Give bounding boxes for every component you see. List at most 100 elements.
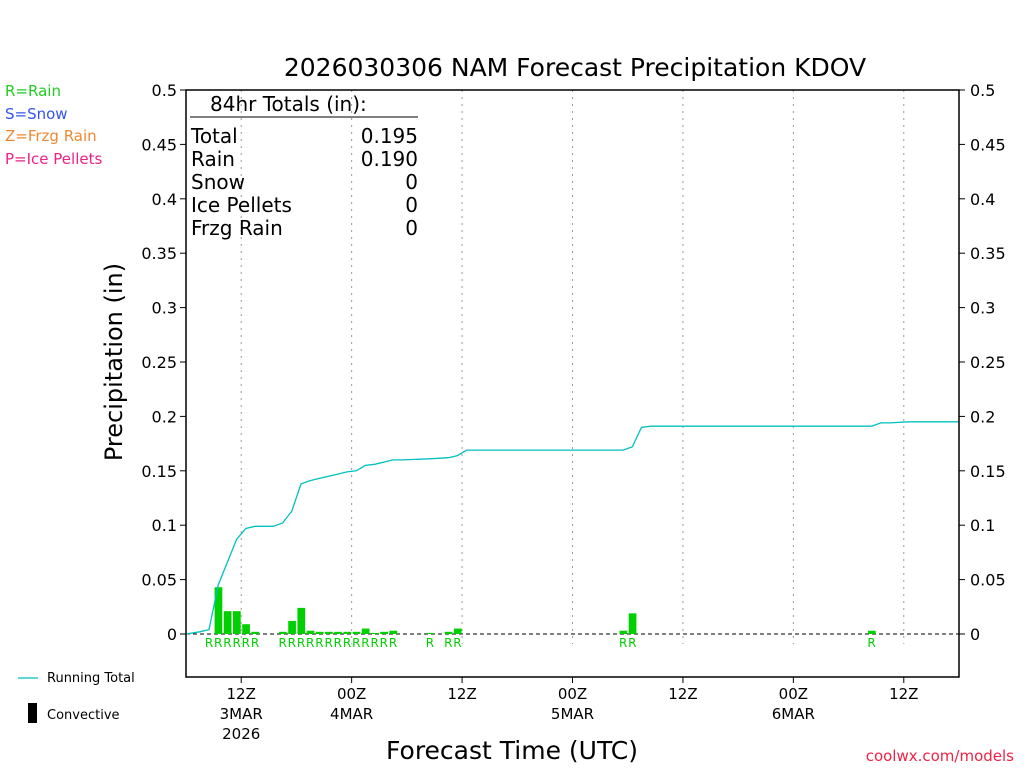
ptype-marker-13: R	[343, 636, 351, 650]
running-total-line	[185, 421, 959, 635]
ptype-marker-1: R	[214, 636, 222, 650]
ptype-marker-9: R	[306, 636, 314, 650]
y-tick-label-right-6: 0.3	[970, 299, 995, 318]
x-tick-date-5: 6MAR	[772, 705, 815, 723]
x-tick-label-4: 12Z	[668, 685, 697, 703]
y-tick-label-right-8: 0.4	[970, 190, 995, 209]
precip-bar-0	[214, 587, 223, 634]
x-tick-date-0: 3MAR	[220, 705, 263, 723]
totals-label-0: Total	[190, 124, 238, 148]
ptype-marker-2: R	[223, 636, 231, 650]
ptype-marker-24: R	[867, 636, 875, 650]
ptype-marker-0: R	[205, 636, 213, 650]
ptype-marker-21: R	[453, 636, 461, 650]
ptype-marker-11: R	[324, 636, 332, 650]
precip-bar-22	[628, 613, 637, 634]
credit-text: coolwx.com/models	[866, 747, 1014, 765]
x-tick-label-6: 12Z	[889, 685, 918, 703]
precip-bar-15	[371, 632, 379, 634]
y-tick-label-right-5: 0.25	[970, 353, 1006, 372]
totals-heading: 84hr Totals (in):	[210, 92, 367, 116]
convective-legend-swatch	[28, 703, 37, 723]
totals-label-1: Rain	[191, 147, 235, 171]
ptype-marker-19: R	[426, 636, 434, 650]
precip-bar-10	[325, 631, 333, 634]
x-axis-label: Forecast Time (UTC)	[386, 736, 638, 765]
precip-bar-14	[361, 628, 370, 634]
y-tick-label-left-8: 0.4	[152, 190, 177, 209]
precip-bar-1	[223, 611, 232, 634]
precip-bar-20	[453, 628, 462, 634]
precip-bar-21	[619, 630, 628, 634]
ptype-marker-16: R	[370, 636, 378, 650]
y-tick-label-right-3: 0.15	[970, 462, 1006, 481]
precip-bar-7	[297, 607, 306, 634]
y-axis-label: Precipitation (in)	[100, 263, 128, 461]
x-tick-label-5: 00Z	[779, 685, 808, 703]
precip-bar-11	[334, 631, 342, 634]
ptype-marker-7: R	[288, 636, 296, 650]
totals-value-3: 0	[405, 193, 418, 217]
y-tick-label-left-3: 0.15	[141, 462, 177, 481]
y-tick-label-right-7: 0.35	[970, 244, 1006, 263]
x-tick-date-1: 4MAR	[330, 705, 373, 723]
ptype-marker-17: R	[380, 636, 388, 650]
y-tick-label-left-1: 0.05	[141, 571, 177, 590]
convective-legend-label: Convective	[47, 708, 120, 723]
legend-ice-pellets: P=Ice Pellets	[5, 150, 102, 168]
precip-bar-13	[352, 631, 361, 634]
precip-bar-4	[251, 631, 260, 634]
precip-bar-17	[389, 630, 398, 634]
y-tick-label-left-2: 0.1	[152, 516, 177, 535]
totals-value-4: 0	[405, 216, 418, 240]
totals-box: 84hr Totals (in): Total 0.195 Rain 0.190 Snow…	[190, 92, 418, 240]
y-tick-label-left-10: 0.5	[152, 81, 177, 100]
y-tick-label-left-9: 0.45	[141, 135, 177, 154]
plot-area: R R R R R R R R R R R R R R R R R R R R R R R R R0 00.05 0.050.1 0.…	[141, 81, 1005, 743]
ptype-marker-4: R	[242, 636, 250, 650]
ptype-marker-14: R	[352, 636, 360, 650]
precip-bar-18	[426, 632, 434, 634]
precip-bar-23	[867, 630, 876, 634]
totals-label-2: Snow	[191, 170, 245, 194]
x-tick-date-3: 5MAR	[551, 705, 594, 723]
ptype-marker-10: R	[315, 636, 323, 650]
y-tick-label-left-4: 0.2	[152, 407, 177, 426]
precip-bar-19	[444, 631, 453, 634]
ptype-marker-6: R	[278, 636, 286, 650]
totals-label-3: Ice Pellets	[191, 193, 292, 217]
y-tick-label-left-0: 0	[167, 625, 177, 644]
ptype-marker-3: R	[232, 636, 240, 650]
y-tick-label-right-1: 0.05	[970, 571, 1006, 590]
y-tick-label-left-7: 0.35	[141, 244, 177, 263]
precip-bar-16	[380, 631, 388, 634]
legend-rain: R=Rain	[5, 82, 61, 100]
running-total-legend-label: Running Total	[47, 671, 135, 686]
totals-value-0: 0.195	[361, 124, 418, 148]
x-tick-label-0: 12Z	[227, 685, 256, 703]
ptype-marker-18: R	[389, 636, 397, 650]
ptype-marker-15: R	[361, 636, 369, 650]
y-tick-label-left-5: 0.25	[141, 353, 177, 372]
ptype-marker-20: R	[444, 636, 452, 650]
y-tick-label-right-10: 0.5	[970, 81, 995, 100]
precip-bar-6	[288, 620, 296, 634]
x-tick-label-2: 12Z	[447, 685, 476, 703]
y-tick-label-right-0: 0	[970, 625, 980, 644]
ptype-marker-22: R	[619, 636, 627, 650]
x-tick-year-0: 2026	[222, 725, 260, 743]
x-tick-label-1: 00Z	[337, 685, 366, 703]
precip-bar-5	[279, 631, 287, 634]
precip-bar-2	[233, 611, 241, 634]
legend-snow: S=Snow	[5, 105, 68, 123]
y-tick-label-right-4: 0.2	[970, 407, 995, 426]
totals-label-4: Frzg Rain	[191, 216, 283, 240]
precip-bar-9	[315, 631, 324, 634]
precip-bar-3	[242, 624, 250, 634]
y-tick-label-left-6: 0.3	[152, 299, 177, 318]
precip-bar-12	[343, 631, 352, 634]
chart-title: 2026030306 NAM Forecast Precipitation KD…	[284, 53, 866, 82]
x-tick-label-3: 00Z	[558, 685, 587, 703]
precip-bar-8	[306, 630, 315, 634]
